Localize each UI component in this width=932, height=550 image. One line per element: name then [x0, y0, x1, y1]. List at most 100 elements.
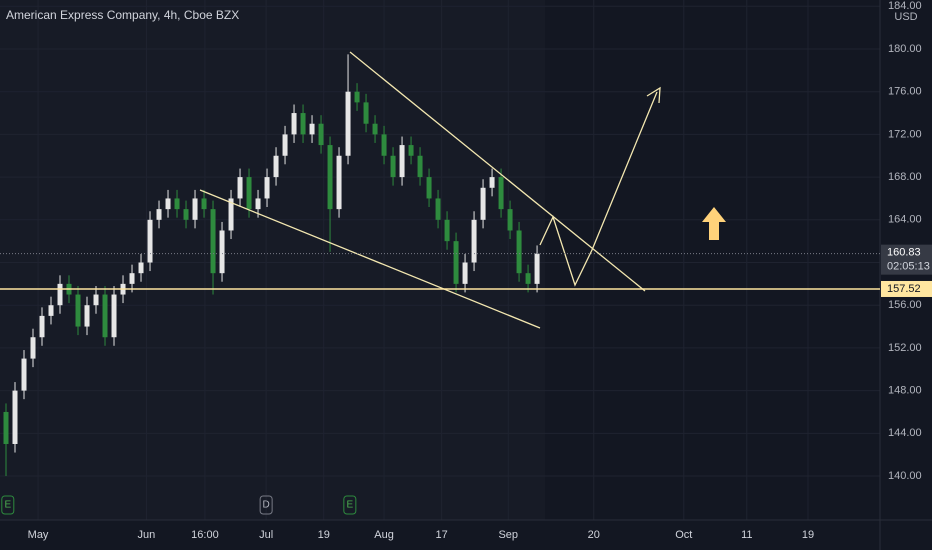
event-label: E: [347, 500, 354, 511]
candle-body: [480, 187, 486, 220]
candle-body: [408, 145, 414, 156]
last-price-label: 160.83: [887, 247, 921, 259]
y-tick-label: 176.00: [888, 86, 922, 98]
drawings: [199, 51, 726, 329]
candle-body: [507, 209, 513, 231]
candle-body: [525, 273, 531, 284]
currency: USD: [894, 11, 917, 23]
candle-body: [516, 230, 522, 274]
candle-body: [84, 305, 90, 327]
y-tick-label: 184.00: [888, 0, 922, 12]
candle-body: [363, 102, 369, 124]
projection-path: [539, 91, 658, 287]
y-tick-label: 168.00: [888, 171, 922, 183]
candle-body: [183, 209, 189, 220]
x-tick-label: 11: [741, 529, 752, 541]
candle-body: [237, 177, 243, 199]
event-badge: [1, 495, 15, 515]
candle-body: [444, 219, 450, 242]
candle-body: [309, 123, 315, 135]
arrow-head: [646, 86, 661, 104]
event-badge: [259, 495, 273, 515]
candle-body: [300, 113, 306, 135]
candle-body: [381, 134, 387, 156]
horizontal-line-label: 157.52: [887, 283, 921, 295]
candle-body: [12, 390, 18, 444]
y-tick-label: 164.00: [888, 214, 922, 226]
candle-body: [138, 262, 144, 274]
candle-body: [255, 198, 261, 210]
candle-body: [201, 198, 207, 210]
event-label: E: [4, 500, 11, 511]
y-tick-label: 148.00: [888, 385, 922, 397]
up-arrow-icon: [702, 207, 726, 240]
candle-body: [57, 283, 63, 306]
x-tick-label: May: [28, 529, 49, 541]
x-tick-label: Oct: [675, 529, 692, 541]
y-tick-label: 144.00: [888, 427, 922, 439]
candle-body: [426, 177, 432, 199]
candle-body: [354, 91, 360, 103]
x-tick-label: 19: [802, 529, 814, 541]
candle-body: [318, 123, 324, 146]
horizontal-line-box: [881, 280, 932, 297]
candle-body: [390, 155, 396, 178]
candle-body: [273, 155, 279, 178]
candle-body: [372, 123, 378, 135]
candle-body: [30, 337, 36, 359]
candle-body: [192, 198, 198, 220]
event-badge: [343, 495, 357, 515]
candle-body: [345, 91, 351, 156]
candle-body: [282, 134, 288, 156]
x-tick-label: Aug: [374, 529, 394, 541]
candle-body: [228, 198, 234, 231]
x-tick-label: Sep: [498, 529, 518, 541]
candle-body: [498, 177, 504, 210]
last-price-box: [881, 244, 932, 275]
countdown-label: 02:05:13: [887, 261, 930, 273]
candle-body: [489, 177, 495, 188]
candle-body: [174, 198, 180, 210]
candle-body: [246, 177, 252, 210]
candle-body: [399, 145, 405, 178]
candle-body: [417, 155, 423, 178]
candle-body: [327, 145, 333, 210]
candle-body: [39, 315, 45, 338]
candle-body: [129, 273, 135, 284]
candle-body: [48, 305, 54, 316]
x-tick-label: Jul: [259, 529, 273, 541]
candle-body: [93, 294, 99, 306]
candle-body: [3, 411, 9, 444]
candle-body: [111, 294, 117, 338]
candle-body: [336, 155, 342, 210]
trend-line: [349, 51, 646, 292]
y-tick-label: 156.00: [888, 299, 922, 311]
x-tick-label: Jun: [138, 529, 156, 541]
y-tick-label: 180.00: [888, 43, 922, 55]
chart-title: American Express Company, 4h, Cboe BZX: [6, 8, 239, 22]
y-tick-label: 152.00: [888, 342, 922, 354]
candle-body: [471, 219, 477, 263]
y-tick-label: 140.00: [888, 470, 922, 482]
candle-body: [147, 219, 153, 263]
candle-body: [21, 358, 27, 391]
y-tick-label: 172.00: [888, 128, 922, 140]
x-tick-label: 17: [436, 529, 448, 541]
session-area: [0, 0, 545, 520]
trend-line: [199, 189, 541, 329]
candle-body: [165, 198, 171, 210]
candle-body: [156, 209, 162, 220]
grid: [0, 0, 880, 520]
x-tick-label: 16:00: [191, 529, 219, 541]
candle-body: [102, 294, 108, 338]
event-label: D: [263, 500, 270, 511]
x-tick-label: 19: [318, 529, 330, 541]
candle-body: [291, 113, 297, 135]
candle-body: [462, 262, 468, 284]
candle-body: [435, 198, 441, 220]
candles: [3, 54, 540, 477]
candle-body: [453, 241, 459, 284]
candle-body: [75, 294, 81, 327]
candle-body: [210, 209, 216, 274]
